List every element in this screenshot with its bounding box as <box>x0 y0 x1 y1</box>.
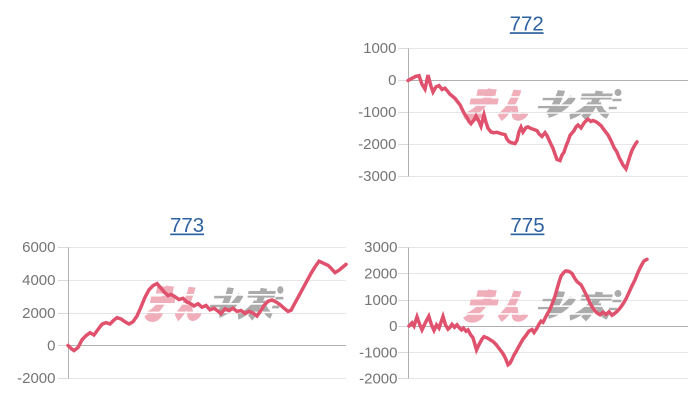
svg-text:0: 0 <box>47 338 55 355</box>
svg-text:0: 0 <box>389 318 397 335</box>
svg-text:1000: 1000 <box>364 292 397 309</box>
svg-text:-1000: -1000 <box>359 345 397 362</box>
svg-text:1000: 1000 <box>363 40 396 57</box>
svg-text:-2000: -2000 <box>17 370 55 387</box>
svg-text:-2000: -2000 <box>359 371 397 388</box>
svg-text:0: 0 <box>388 72 396 89</box>
svg-text:6000: 6000 <box>22 239 55 256</box>
svg-text:-3000: -3000 <box>358 168 396 185</box>
svg-text:772: 772 <box>510 13 544 36</box>
svg-text:3000: 3000 <box>364 239 397 256</box>
svg-text:2000: 2000 <box>364 266 397 283</box>
svg-text:-1000: -1000 <box>358 104 396 121</box>
svg-text:773: 773 <box>170 214 204 237</box>
svg-text:-2000: -2000 <box>358 136 396 153</box>
svg-text:4000: 4000 <box>22 272 55 289</box>
svg-text:2000: 2000 <box>22 305 55 322</box>
svg-text:775: 775 <box>510 214 544 237</box>
